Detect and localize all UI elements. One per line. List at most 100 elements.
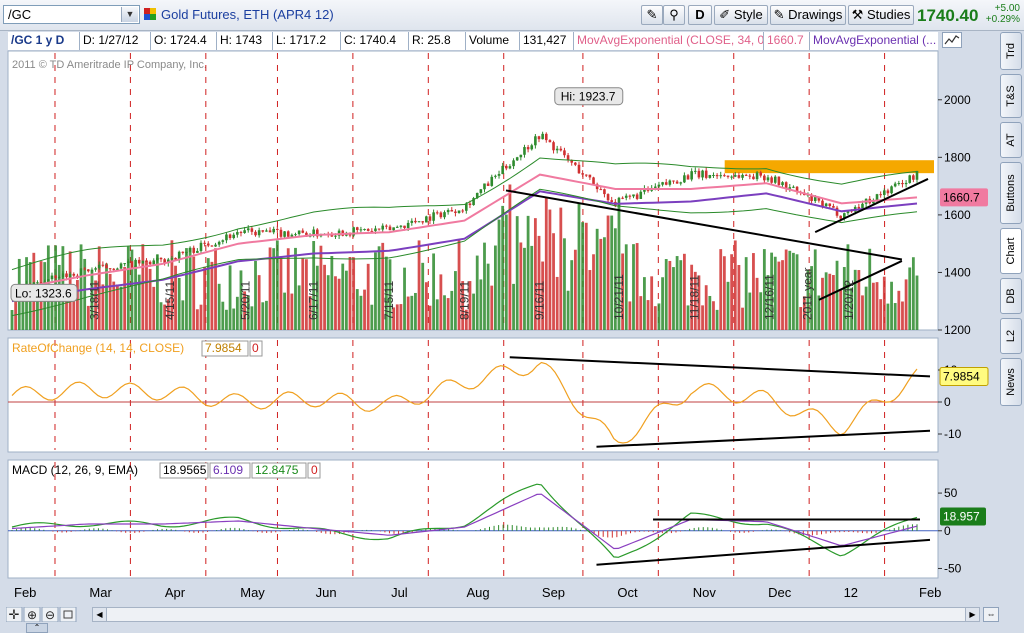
candle-body: [443, 212, 446, 218]
candle-body: [79, 268, 83, 277]
scroll-right-icon[interactable]: ▶: [965, 608, 979, 621]
volume-bar: [733, 240, 737, 330]
collapse-icon[interactable]: ⌃: [26, 623, 48, 633]
volume-bar: [686, 305, 690, 330]
chart-area[interactable]: 2011 © TD Ameritrade IP Company, Inc.120…: [0, 50, 1000, 606]
volume-bar: [661, 277, 664, 330]
candle-body: [766, 177, 770, 181]
volume-bar: [682, 253, 686, 330]
volume-bar: [374, 252, 377, 330]
volume-bar: [468, 281, 472, 330]
tab-news[interactable]: News: [1000, 358, 1022, 406]
candle-body: [704, 170, 708, 178]
tab-l2[interactable]: L2: [1000, 318, 1022, 354]
zoom-in-icon[interactable]: ⊕: [23, 606, 41, 623]
style-button[interactable]: ✐ Style: [714, 5, 768, 25]
volume-bar: [595, 228, 599, 330]
pan-icon[interactable]: ✛: [5, 606, 23, 623]
candle-body: [741, 174, 744, 178]
candle-body: [893, 183, 897, 187]
candle-body: [468, 203, 472, 206]
zoom-box-icon[interactable]: [59, 606, 77, 623]
volume-bar: [784, 249, 788, 330]
roc-trendline-bottom: [596, 429, 931, 448]
volume-bar: [911, 257, 915, 330]
chart-scrollbar[interactable]: ◀ ▶: [92, 607, 980, 622]
volume-bar: [323, 264, 326, 330]
volume-bar: [232, 308, 236, 330]
expand-icon[interactable]: ⇔: [983, 607, 999, 622]
magnify-icon[interactable]: ⚲: [663, 5, 685, 25]
candle-body: [272, 228, 275, 233]
candle-body: [145, 260, 148, 262]
volume-bar: [79, 244, 83, 330]
tab-chart[interactable]: Chart: [1000, 228, 1022, 274]
tool-icon[interactable]: ✎: [641, 5, 663, 25]
drawings-icon: ✎: [773, 7, 785, 22]
candle-body: [821, 200, 824, 207]
candle-body: [632, 194, 635, 197]
zoom-out-icon[interactable]: ⊖: [41, 606, 59, 623]
scroll-left-icon[interactable]: ◀: [93, 608, 107, 621]
macd-value-box: [209, 462, 251, 479]
volume-bar: [403, 267, 406, 330]
tab-at[interactable]: AT: [1000, 122, 1022, 158]
volume-bar: [137, 274, 141, 330]
volume-bar: [101, 284, 105, 330]
candle-body: [108, 268, 112, 270]
volume-bar: [130, 249, 134, 330]
period-button[interactable]: D: [688, 5, 712, 25]
candle-body: [163, 259, 166, 264]
volume-bar: [610, 215, 614, 330]
candle-body: [483, 183, 486, 190]
volume-bar: [530, 245, 534, 330]
candle-body: [494, 175, 497, 177]
chart-id[interactable]: /GC 1 y D: [8, 32, 80, 50]
drawings-button[interactable]: ✎ Drawings: [770, 5, 846, 25]
candle-body: [915, 170, 919, 180]
candle-body: [843, 213, 846, 219]
volume-bar: [850, 287, 853, 330]
candle-body: [116, 268, 119, 270]
studies-button[interactable]: ⚒ Studies: [848, 5, 914, 25]
volume-bar: [722, 256, 726, 330]
candle-body: [654, 186, 657, 188]
volume-bar: [406, 296, 410, 330]
volume-bar: [573, 249, 577, 330]
volume-bar: [235, 296, 239, 330]
roc-panel: [7, 337, 939, 453]
tab-trd[interactable]: Trd: [1000, 32, 1022, 70]
volume-bar: [450, 290, 454, 330]
date-label: 8/19/11: [457, 281, 471, 320]
volume-bar: [839, 289, 843, 330]
candle-body: [628, 195, 632, 197]
volume-bar: [388, 259, 392, 330]
candle-body: [515, 157, 519, 161]
chart-settings-icon[interactable]: [942, 32, 962, 48]
volume-bar: [795, 254, 799, 330]
tab-ts[interactable]: T&S: [1000, 74, 1022, 118]
macd-tick-label: 50: [944, 486, 958, 500]
candle-body: [330, 235, 334, 237]
macd-signal-line: [11, 493, 918, 550]
macd-value: 12.8475: [255, 463, 299, 477]
volume-bar: [548, 209, 552, 330]
candle-body: [639, 191, 643, 199]
symbol-input[interactable]: /GC ▼: [3, 5, 140, 24]
symbol-dropdown-icon[interactable]: ▼: [121, 7, 138, 22]
x-axis-month-label: Feb: [14, 585, 36, 600]
tab-buttons[interactable]: Buttons: [1000, 162, 1022, 224]
candle-body: [552, 142, 555, 151]
candle-body: [686, 175, 690, 180]
tab-label: L2: [1005, 329, 1017, 343]
candle-body: [752, 176, 755, 180]
roc-line: [11, 361, 918, 444]
zoom-controls: ✛ ⊕ ⊖: [5, 606, 90, 623]
tab-db[interactable]: DB: [1000, 278, 1022, 314]
candle-body: [737, 175, 741, 178]
candle-body: [664, 182, 668, 185]
roc-trendline-top: [509, 356, 931, 378]
candle-body: [599, 189, 603, 191]
volume-bar: [915, 275, 919, 330]
volume-bar: [94, 280, 97, 330]
